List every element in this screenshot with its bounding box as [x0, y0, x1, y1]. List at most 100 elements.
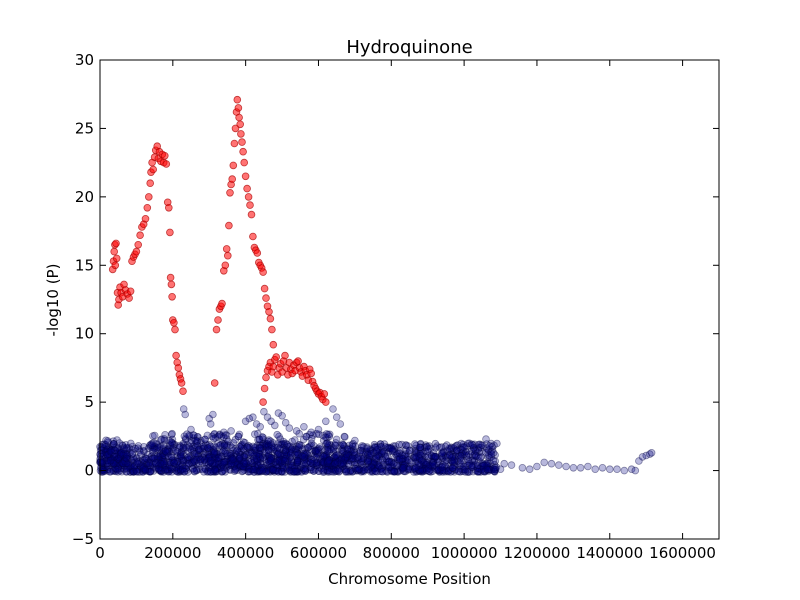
data-point	[320, 390, 329, 398]
data-point	[193, 465, 201, 473]
data-point	[358, 456, 367, 465]
data-point	[216, 464, 224, 473]
data-point	[343, 453, 352, 462]
data-point	[449, 456, 458, 464]
data-point	[385, 444, 394, 453]
data-point	[376, 440, 385, 448]
data-point	[213, 449, 221, 458]
data-point	[300, 455, 308, 464]
data-point	[178, 462, 187, 470]
data-point	[437, 443, 446, 451]
data-point	[507, 461, 516, 469]
data-point	[323, 454, 331, 462]
data-point	[457, 452, 466, 461]
data-point	[336, 420, 345, 428]
data-point	[147, 459, 155, 467]
data-point	[226, 466, 235, 474]
data-point	[404, 449, 413, 458]
data-point	[221, 457, 230, 466]
data-point	[455, 449, 463, 458]
data-point	[166, 273, 175, 282]
data-point	[206, 463, 214, 472]
data-point	[331, 461, 339, 469]
data-point	[297, 441, 306, 450]
data-point	[477, 443, 485, 452]
data-point	[416, 450, 425, 458]
data-point	[338, 462, 347, 471]
data-point	[141, 458, 149, 467]
data-point	[518, 463, 527, 472]
data-point	[237, 461, 245, 470]
data-point	[314, 446, 323, 455]
data-point	[180, 451, 188, 459]
data-point	[225, 465, 234, 474]
data-point	[371, 467, 380, 476]
data-point	[422, 460, 430, 469]
data-point	[159, 468, 168, 476]
data-point	[227, 453, 236, 462]
data-point	[270, 421, 279, 430]
data-point	[423, 459, 432, 468]
data-point	[325, 440, 334, 449]
data-point	[324, 457, 332, 466]
data-point	[267, 454, 276, 463]
data-point	[209, 461, 218, 469]
data-point	[440, 457, 449, 466]
data-point	[438, 448, 447, 457]
data-point	[434, 466, 443, 474]
data-point	[435, 466, 444, 475]
data-point	[220, 428, 228, 437]
data-point	[463, 461, 471, 470]
data-point	[114, 467, 122, 476]
data-point	[130, 463, 138, 471]
data-point	[325, 447, 334, 456]
data-point	[256, 466, 264, 475]
data-point	[419, 466, 427, 474]
data-point	[402, 446, 410, 454]
data-point	[133, 454, 141, 463]
data-point	[377, 449, 386, 458]
data-point	[446, 461, 454, 470]
data-point	[383, 468, 392, 476]
data-point	[490, 467, 499, 476]
data-point	[131, 444, 140, 453]
data-point	[485, 465, 494, 474]
data-point	[314, 467, 323, 476]
data-point	[105, 448, 113, 457]
data-point	[459, 440, 468, 449]
data-point	[472, 451, 480, 460]
data-point	[235, 454, 244, 463]
data-point	[442, 441, 451, 449]
data-point	[156, 463, 165, 472]
data-point	[383, 452, 392, 461]
data-point	[384, 447, 393, 456]
data-point	[413, 457, 421, 466]
data-point	[196, 457, 205, 466]
data-point	[173, 451, 182, 460]
data-point	[631, 466, 640, 475]
data-point	[278, 467, 286, 476]
data-point	[145, 461, 154, 470]
data-point	[172, 466, 181, 475]
data-point	[182, 464, 190, 473]
data-point	[98, 463, 107, 472]
data-point	[218, 299, 226, 308]
data-point	[133, 467, 141, 475]
data-point	[390, 458, 399, 467]
data-point	[237, 447, 245, 456]
data-point	[335, 464, 344, 473]
data-point	[129, 468, 138, 476]
data-point	[193, 442, 202, 450]
data-point	[414, 459, 423, 468]
data-point	[331, 466, 340, 474]
data-point	[157, 466, 166, 475]
data-point	[456, 467, 465, 476]
data-point	[422, 443, 431, 451]
data-point	[127, 463, 136, 472]
data-point	[252, 455, 261, 463]
data-point	[417, 451, 425, 460]
data-point	[109, 456, 118, 465]
data-point	[96, 446, 105, 455]
data-point	[463, 468, 472, 476]
data-point	[366, 458, 375, 467]
